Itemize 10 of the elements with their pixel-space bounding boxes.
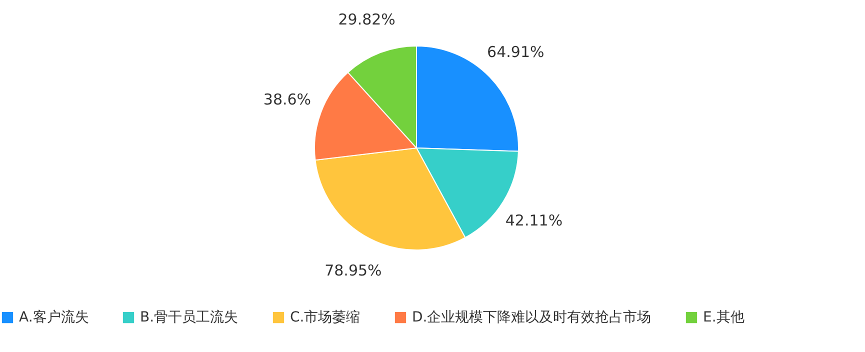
- legend-label: E.其他: [703, 310, 744, 326]
- legend-label: A.客户流失: [19, 310, 89, 326]
- data-label: 78.95%: [324, 262, 382, 280]
- legend-label: D.企业规模下降难以及时有效抢占市场: [412, 310, 652, 326]
- legend-label: B.骨干员工流失: [140, 310, 238, 326]
- data-label: 38.6%: [263, 90, 312, 109]
- legend-label: C.市场萎缩: [290, 310, 360, 326]
- data-label: 42.11%: [505, 211, 563, 230]
- data-label: 29.82%: [338, 10, 396, 28]
- data-label: 64.91%: [487, 43, 544, 62]
